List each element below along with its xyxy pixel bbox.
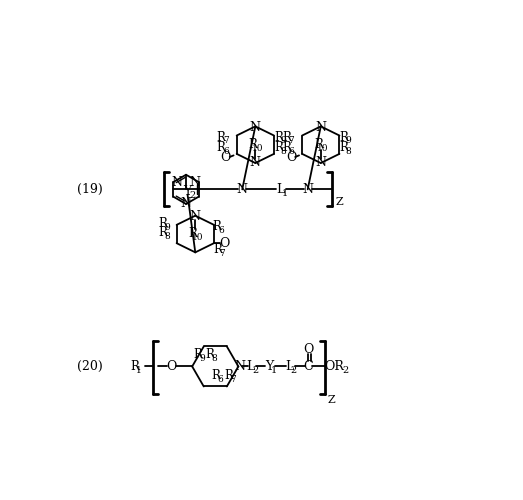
Text: L: L — [277, 183, 285, 196]
Text: Y: Y — [183, 185, 191, 198]
Text: 1: 1 — [136, 366, 142, 375]
Text: R: R — [274, 141, 283, 154]
Text: R: R — [217, 130, 226, 143]
Text: R: R — [158, 226, 167, 239]
Text: O: O — [221, 151, 231, 164]
Text: 2: 2 — [252, 366, 258, 375]
Text: 8: 8 — [346, 147, 351, 156]
Text: 6: 6 — [223, 147, 229, 156]
Text: R: R — [206, 348, 214, 360]
Text: N: N — [250, 120, 261, 134]
Text: N: N — [250, 156, 261, 169]
Text: 2: 2 — [291, 366, 297, 375]
Text: N: N — [189, 176, 200, 188]
Text: N: N — [172, 176, 183, 188]
Text: N: N — [234, 360, 245, 373]
Text: 10: 10 — [252, 144, 264, 153]
Text: 10: 10 — [317, 144, 329, 153]
Text: R: R — [212, 369, 221, 382]
Text: L: L — [246, 360, 255, 373]
Text: R: R — [248, 138, 257, 151]
Text: 1: 1 — [282, 188, 289, 198]
Text: O: O — [286, 151, 297, 164]
Text: R: R — [212, 220, 221, 233]
Text: R: R — [282, 130, 291, 143]
Text: 9: 9 — [165, 222, 170, 232]
Text: R: R — [188, 227, 197, 240]
Text: 7: 7 — [230, 375, 236, 384]
Text: R: R — [213, 243, 222, 256]
Text: OR: OR — [325, 360, 345, 373]
Text: 7: 7 — [223, 136, 229, 145]
Text: 2: 2 — [189, 191, 195, 200]
Text: Z: Z — [328, 396, 335, 406]
Text: 1: 1 — [271, 366, 277, 375]
Text: R: R — [339, 141, 348, 154]
Text: O: O — [220, 236, 230, 250]
Text: (19): (19) — [77, 183, 103, 196]
Text: 9: 9 — [280, 136, 286, 145]
Text: R: R — [282, 141, 291, 154]
Text: 6: 6 — [289, 147, 294, 156]
Text: R: R — [339, 130, 348, 143]
Text: R: R — [193, 348, 202, 360]
Text: R: R — [224, 369, 233, 382]
Text: N: N — [315, 120, 326, 134]
Text: R: R — [130, 360, 139, 373]
Text: C: C — [304, 360, 313, 373]
Text: R: R — [158, 217, 167, 230]
Text: R: R — [274, 130, 283, 143]
Text: 8: 8 — [165, 232, 170, 241]
Text: N: N — [190, 210, 201, 223]
Text: N: N — [315, 156, 326, 169]
Text: O: O — [303, 343, 314, 356]
Text: 8: 8 — [280, 147, 286, 156]
Text: N: N — [237, 183, 248, 196]
Text: N: N — [302, 183, 313, 196]
Text: 6: 6 — [219, 226, 224, 234]
Text: N: N — [180, 196, 191, 209]
Text: (20): (20) — [77, 360, 103, 373]
Text: Y: Y — [265, 360, 274, 373]
Text: 7: 7 — [220, 248, 225, 258]
Text: 2: 2 — [342, 366, 348, 375]
Text: R: R — [217, 141, 226, 154]
Text: L: L — [285, 360, 293, 373]
Text: 8: 8 — [212, 354, 218, 362]
Text: 9: 9 — [199, 354, 205, 362]
Text: 7: 7 — [289, 136, 294, 145]
Text: 6: 6 — [218, 375, 223, 384]
Text: 9: 9 — [346, 136, 351, 145]
Text: O: O — [166, 360, 177, 373]
Text: 10: 10 — [192, 233, 203, 242]
Text: R: R — [314, 138, 323, 151]
Text: Z: Z — [335, 198, 343, 207]
